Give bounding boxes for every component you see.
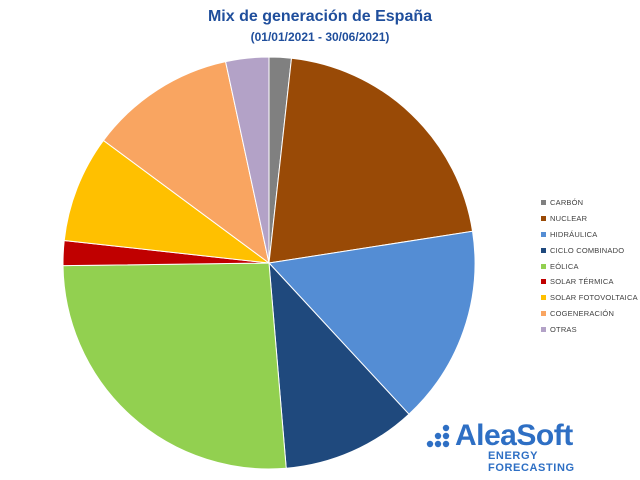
chart-subtitle: (01/01/2021 - 30/06/2021) (250, 30, 390, 44)
pie-slice-hidraulica (267, 230, 476, 415)
legend-item: EÓLICA (541, 258, 638, 274)
legend-item: SOLAR FOTOVOLTAICA (541, 290, 638, 306)
legend-swatch (541, 200, 546, 206)
legend-label: SOLAR TÉRMICA (550, 277, 614, 287)
legend-label: OTRAS (550, 324, 577, 334)
legend-label: EÓLICA (550, 261, 579, 271)
legend-item: COGENERACIÓN (541, 306, 638, 322)
logo-name: AleaSoft (455, 419, 573, 452)
logo-dots-icon (426, 424, 450, 448)
aleasoft-logo: AleaSoft ENERGY FORECASTING (424, 418, 624, 474)
legend-swatch (541, 263, 546, 269)
pie-slice-otras (224, 56, 270, 264)
pie-slice-nuclear (268, 57, 474, 264)
legend-swatch (541, 295, 546, 301)
legend-item: CARBÓN (541, 195, 638, 211)
pie-slice-solar-fotovoltaica (63, 139, 271, 264)
pie-slice-ciclo-combinado (268, 261, 410, 469)
legend-label: NUCLEAR (550, 214, 588, 224)
legend-label: CARBÓN (550, 198, 584, 208)
legend-swatch (541, 216, 546, 222)
chart-legend: CARBÓN NUCLEAR HIDRÁULICA CICLO COMBINADO EÓ… (541, 195, 638, 337)
legend-item: CICLO COMBINADO (541, 242, 638, 258)
legend-label: HIDRÁULICA (550, 229, 598, 239)
legend-item: HIDRÁULICA (541, 227, 638, 243)
legend-item: NUCLEAR (541, 211, 638, 227)
legend-swatch (541, 279, 546, 285)
legend-label: COGENERACIÓN (550, 308, 615, 318)
legend-label: SOLAR FOTOVOLTAICA (550, 293, 638, 303)
legend-item: SOLAR TÉRMICA (541, 274, 638, 290)
legend-swatch (541, 310, 546, 316)
pie-slice-cogeneracion (102, 61, 270, 265)
legend-label: CICLO COMBINADO (550, 245, 625, 255)
legend-item: OTRAS (541, 321, 638, 337)
chart-title: Mix de generación de España (207, 8, 433, 25)
legend-swatch (541, 231, 546, 237)
legend-swatch (541, 326, 546, 332)
pie-slice-eolica (62, 262, 287, 470)
logo-tagline: ENERGY FORECASTING (488, 450, 575, 474)
legend-swatch (541, 247, 546, 253)
